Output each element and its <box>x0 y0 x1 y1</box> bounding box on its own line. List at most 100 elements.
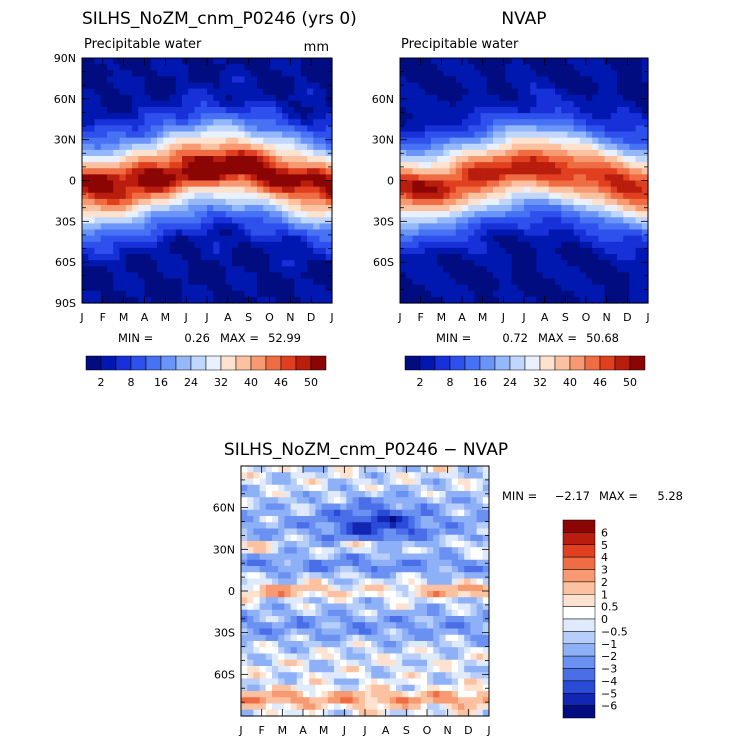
panel-diff-cell <box>247 534 254 542</box>
panel-model-cell <box>188 198 196 206</box>
panel-obs-cell <box>468 198 475 206</box>
panel-diff-cell <box>241 553 248 561</box>
panel-diff-cell <box>247 472 254 480</box>
panel-diff-cell <box>433 522 440 530</box>
panel-diff-cell <box>303 503 310 511</box>
panel-diff-cell <box>259 609 267 617</box>
panel-diff-cell <box>420 528 428 536</box>
panel-diff-cell <box>482 553 490 561</box>
panel-obs-cell <box>443 100 451 108</box>
panel-model-cell <box>313 70 321 77</box>
panel-diff-cell <box>476 541 484 548</box>
panel-diff-cell <box>464 522 471 530</box>
panel-diff-cell <box>309 478 316 486</box>
panel-obs-cell <box>480 119 488 126</box>
panel-obs-cell <box>499 247 506 255</box>
panel-obs-cell <box>418 82 426 90</box>
panel-model-cell <box>150 119 158 126</box>
panel-obs-cell <box>412 156 420 163</box>
panel-diff-cell <box>284 559 292 567</box>
panel-diff-cell <box>445 509 453 517</box>
panel-model-cell <box>88 278 96 286</box>
panel-diff-cell <box>433 703 440 711</box>
panel-obs-cell <box>418 272 426 280</box>
panel-model-cell <box>275 149 283 157</box>
panel-model-cell <box>182 229 189 237</box>
panel-diff-cell <box>365 528 372 536</box>
panel-diff-cell <box>427 647 434 655</box>
panel-obs-cell <box>449 254 457 261</box>
panel-diff-cell <box>476 553 484 561</box>
panel-model-cell <box>294 223 302 231</box>
panel-diff-cell <box>334 697 341 705</box>
panel-model-cell <box>325 229 333 237</box>
panel-diff-cell <box>340 584 347 592</box>
panel-diff-cell <box>259 516 267 523</box>
panel-diff-cell <box>396 691 403 698</box>
panel-model-cell <box>219 131 227 139</box>
panel-model-cell <box>238 149 246 157</box>
panel-diff-cell <box>414 578 422 586</box>
panel-model-min-label: MIN = <box>118 331 153 345</box>
panel-diff-cell <box>420 472 428 480</box>
panel-model-cell <box>125 211 133 218</box>
panel-diff-cell <box>433 659 440 667</box>
panel-model-cell <box>100 272 108 280</box>
panel-obs-cell <box>635 205 643 212</box>
panel-model-cell <box>207 223 214 231</box>
panel-model-cell <box>188 119 196 126</box>
panel-diff-cell <box>451 534 459 542</box>
panel-obs-cell <box>400 174 407 182</box>
panel-diff-cell <box>396 553 403 561</box>
panel-model-cell <box>100 100 108 108</box>
panel-obs-cell <box>486 241 494 249</box>
panel-diff-cell <box>445 672 453 680</box>
panel-obs-cell <box>641 235 649 243</box>
panel-diff-cell <box>358 541 366 548</box>
panel-obs-cell <box>524 119 531 126</box>
panel-obs-cell <box>424 278 432 286</box>
panel-model-cell <box>157 223 164 231</box>
panel-diff-cell <box>284 578 292 586</box>
panel-diff-cell <box>470 678 478 686</box>
panel-model-cell <box>175 143 183 151</box>
panel-diff-cell <box>321 684 329 692</box>
panel-diff-cell <box>284 472 292 480</box>
month-label: J <box>501 311 505 324</box>
panel-obs-cell <box>567 284 575 292</box>
panel-obs-cell <box>617 290 624 298</box>
panel-obs-cell <box>486 149 494 157</box>
panel-diff-cell <box>482 697 490 705</box>
panel-obs-cell <box>641 82 649 90</box>
panel-diff-cell <box>265 653 273 661</box>
panel-diff-cell <box>414 691 422 698</box>
panel-obs-cell <box>499 211 506 218</box>
panel-obs-cell <box>629 162 637 169</box>
panel-diff-cell <box>371 497 378 505</box>
panel-obs-cell <box>449 137 457 145</box>
panel-model-cell <box>275 205 283 212</box>
panel-obs-cell <box>474 119 482 126</box>
panel-obs-cell <box>480 272 488 280</box>
panel-model-cell <box>144 217 152 224</box>
panel-obs-cell <box>641 107 649 114</box>
panel-obs-cell <box>424 100 432 108</box>
panel-diff-cell <box>247 578 254 586</box>
panel-diff-cell <box>433 697 440 705</box>
panel-diff-cell <box>241 609 248 617</box>
panel-model-cell <box>107 149 114 157</box>
panel-obs-cell <box>555 211 562 218</box>
panel-obs-cell <box>567 186 575 194</box>
panel-diff-cell <box>278 591 285 598</box>
panel-obs-cell <box>536 260 544 267</box>
panel-model-cell <box>307 162 314 169</box>
panel-model-cell <box>275 254 283 261</box>
panel-model-cell <box>232 241 239 249</box>
panel-obs-cell <box>548 143 556 151</box>
panel-obs-cell <box>617 186 624 194</box>
panel-model-cell <box>288 241 296 249</box>
panel-diff-cell <box>309 591 316 598</box>
panel-obs-cell <box>443 254 451 261</box>
panel-diff-cell <box>377 522 385 530</box>
panel-diff-cell <box>470 547 478 555</box>
